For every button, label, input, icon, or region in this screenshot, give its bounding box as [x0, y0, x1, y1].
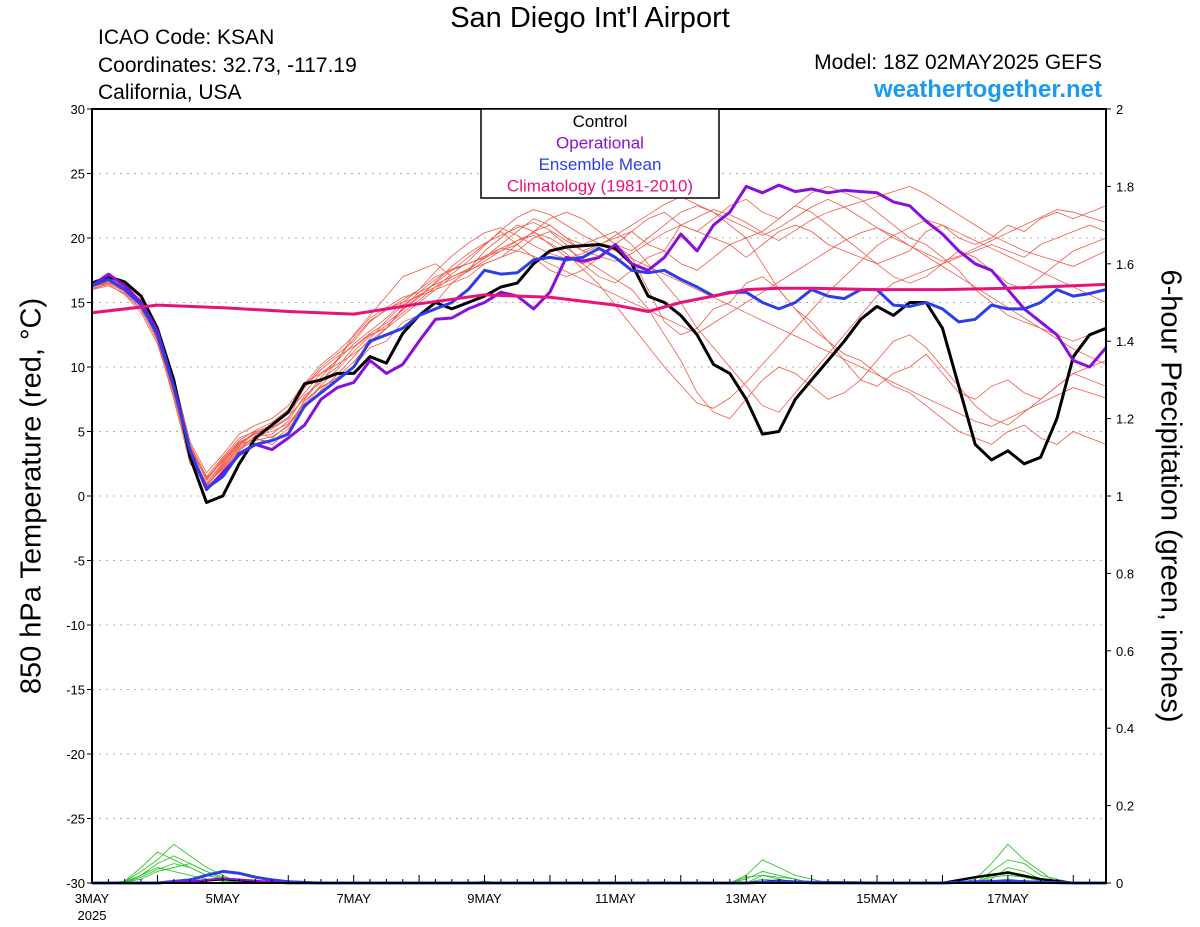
y-tick-label: 30 — [71, 102, 85, 117]
precip-member-line — [92, 843, 1106, 884]
legend-item: Operational — [556, 134, 644, 153]
legend-item: Ensemble Mean — [539, 155, 662, 174]
precip-member-line — [92, 851, 1106, 884]
x-tick-label: 9MAY — [467, 891, 502, 906]
y2-tick-label: 1 — [1116, 489, 1123, 504]
y2-tick-label: 1.4 — [1116, 334, 1134, 349]
legend-box — [480, 108, 720, 199]
ensemble-member-line — [91, 232, 1107, 484]
icao-code: ICAO Code: KSAN — [98, 26, 275, 49]
series-line-climatology-1981-2010 — [91, 282, 1107, 316]
x-tick-label: 3MAY — [75, 891, 110, 906]
y-tick-label: 15 — [71, 296, 85, 311]
y-tick-label: -5 — [73, 554, 85, 569]
y2-tick-label: 2 — [1116, 102, 1123, 117]
series-line-control — [91, 243, 1107, 504]
coordinates: Coordinates: 32.73, -117.19 — [98, 54, 357, 77]
legend: Control Operational Ensemble Mean Climatolo… — [480, 108, 720, 199]
ensemble-members — [91, 185, 1107, 491]
legend-item: Control — [573, 112, 628, 131]
y-tick-label: -15 — [66, 683, 85, 698]
site-link[interactable]: weathertogether.net — [873, 76, 1102, 103]
y-tick-label: 10 — [71, 360, 85, 375]
region: California, USA — [98, 81, 242, 104]
y-tick-label: -25 — [66, 812, 85, 827]
y2-tick-label: 0.6 — [1116, 644, 1134, 659]
y2-tick-label: 1.8 — [1116, 179, 1134, 194]
x-tick-label: 17MAY — [987, 891, 1029, 906]
y2-tick-label: 0 — [1116, 876, 1123, 891]
y-tick-label: 0 — [78, 489, 85, 504]
main-series — [91, 183, 1108, 885]
ensemble-member-line — [91, 227, 1107, 480]
x-tick-label: 5MAY — [206, 891, 241, 906]
precip-ensemble-members — [92, 843, 1106, 884]
series-line-operational — [91, 183, 1108, 492]
grid-lines — [92, 173, 1106, 819]
axis-ticks: 302520151050-5-10-15-20-25-3021.81.61.41… — [66, 102, 1134, 923]
x-tick-label: 11MAY — [595, 891, 636, 906]
y-tick-label: -20 — [66, 747, 85, 762]
y-tick-label: 5 — [78, 425, 85, 440]
series-line-ensemble-mean — [91, 246, 1107, 490]
y2-tick-label: 0.4 — [1116, 721, 1134, 736]
y-tick-label: 20 — [71, 231, 85, 246]
x-tick-sublabel: 2025 — [78, 908, 107, 923]
x-tick-label: 7MAY — [336, 891, 371, 906]
y-tick-label: -10 — [66, 618, 85, 633]
y2-tick-label: 0.2 — [1116, 799, 1134, 814]
ensemble-member-line — [91, 205, 1107, 474]
legend-item: Climatology (1981-2010) — [507, 177, 693, 196]
ensemble-member-line — [91, 219, 1107, 487]
y-tick-label: -30 — [66, 876, 85, 891]
model-run: Model: 18Z 02MAY2025 GEFS — [814, 51, 1102, 74]
y2-tick-label: 0.8 — [1116, 566, 1134, 581]
y2-tick-label: 1.2 — [1116, 412, 1134, 427]
y-tick-label: 25 — [71, 167, 85, 182]
x-tick-label: 15MAY — [856, 891, 898, 906]
chart-title: San Diego Int'l Airport — [450, 2, 730, 34]
ensemble-member-line — [91, 224, 1107, 487]
x-tick-label: 13MAY — [725, 891, 767, 906]
y2-tick-label: 1.6 — [1116, 257, 1134, 272]
